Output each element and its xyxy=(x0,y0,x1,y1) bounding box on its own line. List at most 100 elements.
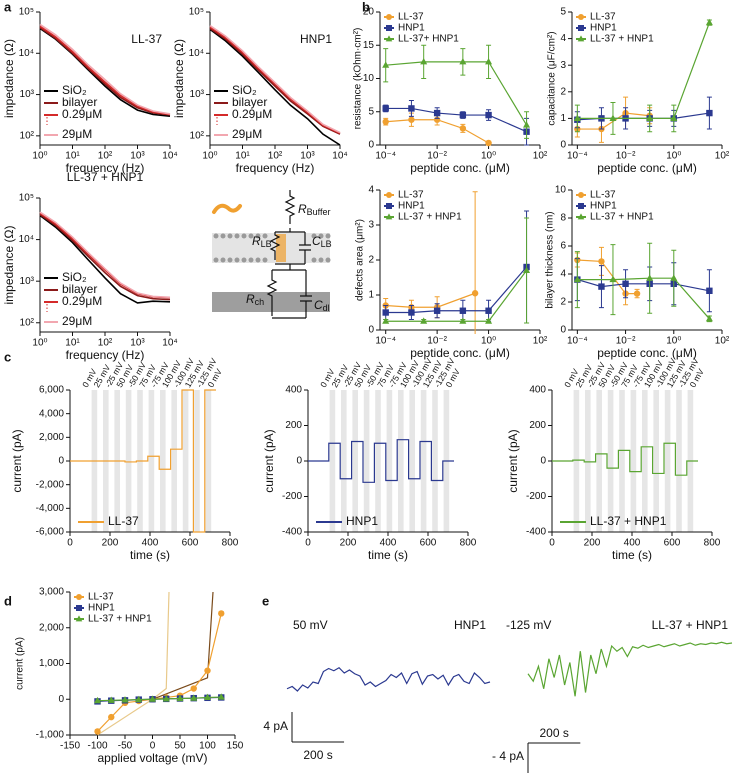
y-axis-label: bilayer thickness (nm) xyxy=(545,211,556,308)
plot-area xyxy=(552,442,698,476)
y-tick-label: 6 xyxy=(560,241,566,252)
y-tick-label: 10² xyxy=(20,130,35,141)
protocol-band xyxy=(182,390,189,532)
legend-label: HNP1 xyxy=(590,23,617,34)
peptide-icon xyxy=(212,203,242,214)
x-axis-label: time (s) xyxy=(368,548,408,562)
series-line xyxy=(385,61,528,126)
y-tick-label: 3 xyxy=(560,60,566,71)
legend-label: 29μM xyxy=(62,314,92,328)
y-tick-label: 1,000 xyxy=(39,658,64,669)
plot-area xyxy=(70,389,216,533)
y-tick-label: 3,000 xyxy=(39,587,64,598)
y-tick-label: 400 xyxy=(529,385,546,396)
series-line xyxy=(39,26,171,116)
panel-label: b xyxy=(362,0,370,14)
chart-title: HNP1 xyxy=(300,32,332,46)
scale-bar-label: - 4 pA xyxy=(492,749,524,763)
circuit-label: RBuffer xyxy=(298,202,331,217)
marker xyxy=(385,213,393,220)
y-tick-label: -400 xyxy=(526,527,546,538)
legend-label: HNP1 xyxy=(346,514,378,528)
x-axis-label: peptide conc. (μM) xyxy=(597,346,697,360)
marker xyxy=(705,18,713,26)
x-tick-label: -150 xyxy=(60,741,80,752)
chart: 10⁻⁴ 10⁻² 10⁰ 10² 0 5 10 15 20 peptide conc. (μM)… xyxy=(353,7,548,176)
legend-label: bilayer xyxy=(62,95,97,109)
series-line xyxy=(385,270,528,322)
plot-area xyxy=(39,23,171,117)
y-tick-label: 2,000 xyxy=(39,622,64,633)
x-tick-label: 10⁻² xyxy=(427,151,447,162)
plot-area xyxy=(527,641,733,697)
x-tick-label: 10⁰ xyxy=(32,151,47,162)
circuit-label: RLB xyxy=(252,234,272,249)
marker xyxy=(94,728,101,735)
y-tick-label: 10³ xyxy=(190,89,205,100)
y-tick-label: 2 xyxy=(368,255,374,266)
y-tick-label: 4 xyxy=(560,33,566,44)
series-line xyxy=(286,666,491,692)
plot-area xyxy=(308,439,454,483)
x-tick-label: 600 xyxy=(420,538,437,549)
marker xyxy=(203,693,212,701)
x-tick-label: 10⁰ xyxy=(481,151,496,162)
series-line xyxy=(39,23,171,115)
protocol-band xyxy=(352,390,358,532)
marker xyxy=(162,695,170,702)
chart-title: LL-37 + HNP1 xyxy=(67,170,144,184)
y-tick-label: 0 xyxy=(560,140,566,151)
marker xyxy=(459,307,467,314)
y-axis-label: current (pA) xyxy=(262,429,276,492)
marker xyxy=(670,274,678,281)
marker xyxy=(573,114,581,121)
x-tick-label: 10³ xyxy=(300,151,315,162)
chart: 10⁻⁴ 10⁻² 10⁰ 10² 0 1 2 3 4 peptide conc. (μM) def… xyxy=(355,185,548,361)
y-tick-label: 10² xyxy=(190,130,205,141)
x-axis-label: frequency (Hz) xyxy=(66,161,145,175)
plot-area xyxy=(93,591,225,736)
marker xyxy=(93,696,102,704)
x-tick-label: 0 xyxy=(305,538,311,549)
legend-label: 0.29μM xyxy=(62,294,102,308)
x-tick-label: 0 xyxy=(549,538,555,549)
marker xyxy=(578,14,584,20)
y-tick-label: 0 xyxy=(58,694,64,705)
legend-label: LL-37 xyxy=(398,12,424,23)
marker xyxy=(107,696,115,703)
y-tick-label: 0 xyxy=(58,456,64,467)
marker xyxy=(485,317,493,324)
marker xyxy=(577,213,585,220)
legend-label: LL-37 xyxy=(88,592,114,603)
y-tick-label: -6,000 xyxy=(36,527,65,538)
plot-area xyxy=(39,211,171,304)
x-axis-label: peptide conc. (μM) xyxy=(410,346,510,360)
y-tick-label: 200 xyxy=(285,420,302,431)
x-tick-label: 200 xyxy=(102,538,119,549)
legend-label: LL-37 + HNP1 xyxy=(590,514,667,528)
y-axis-label: current (pA) xyxy=(506,429,520,492)
protocol-band xyxy=(573,390,580,532)
marker xyxy=(609,275,617,283)
marker xyxy=(485,58,493,65)
chart: 50 mV HNP1 4 pA 200 s xyxy=(263,618,491,762)
series-line xyxy=(97,696,222,702)
marker xyxy=(459,111,467,119)
legend-label: LL-37 xyxy=(590,12,616,23)
x-tick-label: 10⁰ xyxy=(32,338,47,349)
marker xyxy=(459,58,467,65)
marker xyxy=(578,203,584,209)
marker xyxy=(382,105,389,112)
x-tick-label: 10² xyxy=(715,151,730,162)
marker xyxy=(108,713,115,721)
plot-area xyxy=(209,24,341,146)
protocol-band xyxy=(194,390,200,532)
y-axis-label: defects area (μm²) xyxy=(355,219,366,301)
x-axis-label: peptide conc. (μM) xyxy=(410,161,510,175)
series-line xyxy=(552,442,698,476)
marker xyxy=(218,610,225,617)
panel-label: d xyxy=(4,593,12,608)
lipid-heads xyxy=(213,233,331,263)
series-line xyxy=(577,259,638,295)
